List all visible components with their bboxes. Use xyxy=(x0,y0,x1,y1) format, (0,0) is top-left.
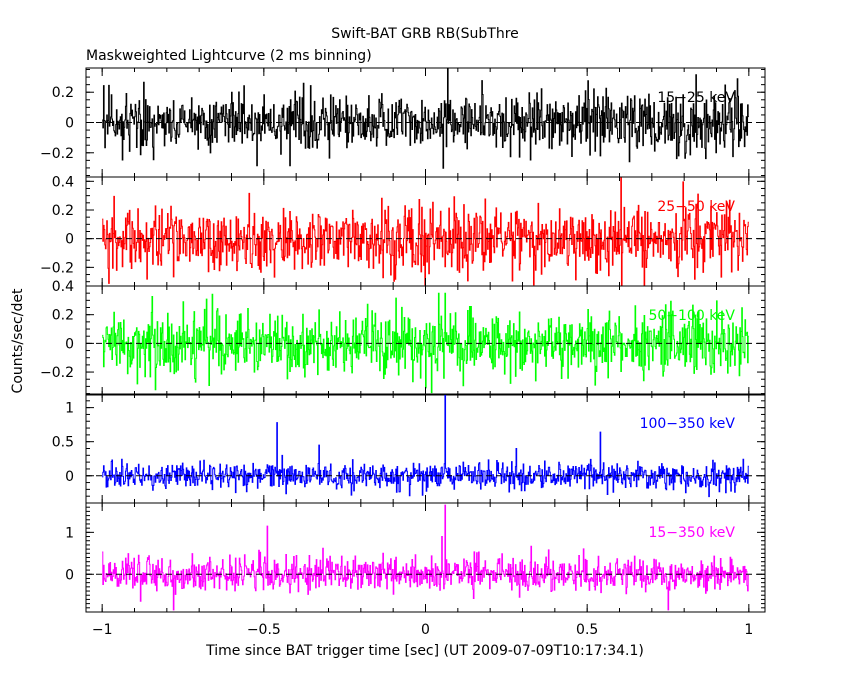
band-label-100-350-kev: 100−350 keV xyxy=(640,416,736,432)
y-tick-label: 0 xyxy=(65,336,74,352)
y-tick-label: −0.2 xyxy=(40,260,74,276)
series-line-15-25-kev xyxy=(102,68,749,169)
y-tick-label: 0.4 xyxy=(52,279,74,295)
band-label-15-350-kev: 15−350 keV xyxy=(648,525,735,541)
x-tick-label: −1 xyxy=(92,622,113,638)
panel-50-100-kev: −0.2 0 0.2 0.4 50−100 keV xyxy=(40,279,766,396)
series-line-25-50-kev xyxy=(102,177,749,286)
y-tick-label: 0 xyxy=(65,116,74,132)
y-tick-label: 1 xyxy=(65,401,74,417)
x-tick-label: 0.5 xyxy=(576,622,598,638)
x-tick-label: 1 xyxy=(744,622,753,638)
x-tick-label: −0.5 xyxy=(247,622,281,638)
y-tick-label: 1 xyxy=(65,525,74,541)
panel-25-50-kev: −0.2 0 0.2 0.4 25−50 keV xyxy=(40,174,766,287)
panel-frame xyxy=(85,393,766,504)
panel-100-350-kev: 0 0.5 1 100−350 keV xyxy=(52,393,766,504)
x-tick-label: 0 xyxy=(421,622,430,638)
band-label-50-100-kev: 50−100 keV xyxy=(648,308,735,324)
band-label-15-25-kev: 15−25 keV xyxy=(657,90,735,106)
chart-title: Swift-BAT GRB RB(SubThre xyxy=(331,26,519,42)
panel-15-350-kev: 0 1 15−350 keV xyxy=(65,502,766,613)
y-axis-label: Counts/sec/det xyxy=(10,288,26,393)
chart-subtitle: Maskweighted Lightcurve (2 ms binning) xyxy=(86,48,372,64)
y-tick-label: 0.2 xyxy=(52,203,74,219)
panels-group: −0.200.2 15−25 keV−0.200.20.425−50 keV−0.… xyxy=(40,67,766,638)
panel-15-25-kev: −0.2 0 0.2 15−25 keV xyxy=(40,67,766,178)
x-axis-label: Time since BAT trigger time [sec] (UT 20… xyxy=(205,643,644,659)
series-line-15-350-kev xyxy=(102,504,749,611)
y-tick-label: 0 xyxy=(65,232,74,248)
y-tick-label: −0.2 xyxy=(40,365,74,381)
y-tick-label: 0 xyxy=(65,469,74,485)
y-tick-label: 0 xyxy=(65,567,74,583)
y-tick-label: 0.2 xyxy=(52,308,74,324)
y-tick-label: −0.2 xyxy=(40,146,74,162)
band-label-25-50-kev: 25−50 keV xyxy=(657,199,735,215)
y-tick-label: 0.4 xyxy=(52,174,74,190)
y-tick-label: 0.5 xyxy=(52,435,74,451)
y-tick-label: 0.2 xyxy=(52,85,74,101)
series-line-100-350-kev xyxy=(102,394,749,498)
panel-frame xyxy=(85,502,766,613)
